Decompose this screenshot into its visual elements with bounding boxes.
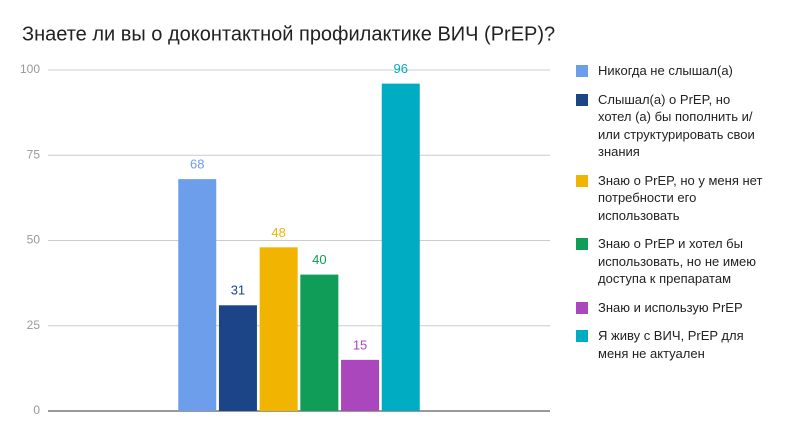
legend-label: Слышал(а) о PrEP, но хотел (а) бы пополн… (598, 91, 755, 160)
data-label: 96 (394, 61, 408, 76)
legend-label: Я живу с ВИЧ, PrEP для меня не актуален (598, 328, 744, 361)
legend-swatch (576, 174, 588, 187)
legend-swatch (576, 93, 588, 106)
bar (341, 359, 380, 411)
legend: Никогда не слышал(а) Слышал(а) о PrEP, но… (576, 62, 766, 373)
legend-label: Знаю о PrEP, но у меня нет потребности е… (598, 172, 763, 223)
legend-item: Я живу с ВИЧ, PrEP для меня не актуален (576, 327, 766, 362)
legend-label: Никогда не слышал(а) (598, 63, 733, 78)
bar (300, 274, 339, 411)
y-tick-label: 0 (33, 403, 40, 417)
bar (259, 247, 298, 411)
chart-title: Знаете ли вы о доконтактной профилактике… (22, 23, 555, 45)
data-label: 40 (312, 252, 326, 267)
y-tick-label: 75 (27, 147, 41, 161)
legend-item: Слышал(а) о PrEP, но хотел (а) бы пополн… (576, 91, 766, 161)
y-tick-label: 50 (27, 233, 41, 247)
legend-swatch (576, 330, 588, 342)
bar (178, 179, 217, 411)
bar (218, 305, 257, 411)
legend-item: Знаю о PrEP и хотел бы использовать, но … (576, 235, 766, 288)
legend-item: Знаю о PrEP, но у меня нет потребности е… (576, 172, 766, 225)
legend-swatch (576, 301, 588, 314)
y-tick-label: 100 (20, 62, 40, 76)
legend-swatch (576, 238, 588, 250)
legend-item: Никогда не слышал(а) (576, 62, 766, 80)
legend-label: Знаю и использую PrEP (598, 299, 743, 315)
legend-label: Знаю о PrEP и хотел бы использовать, но … (598, 236, 757, 286)
data-label: 31 (231, 283, 245, 298)
data-label: 15 (353, 337, 367, 352)
legend-swatch (576, 65, 588, 77)
y-tick-label: 25 (27, 318, 41, 332)
bar (381, 83, 420, 411)
data-label: 48 (271, 225, 285, 240)
legend-item: Знаю и использую PrEP (576, 299, 766, 317)
data-label: 68 (190, 157, 204, 172)
